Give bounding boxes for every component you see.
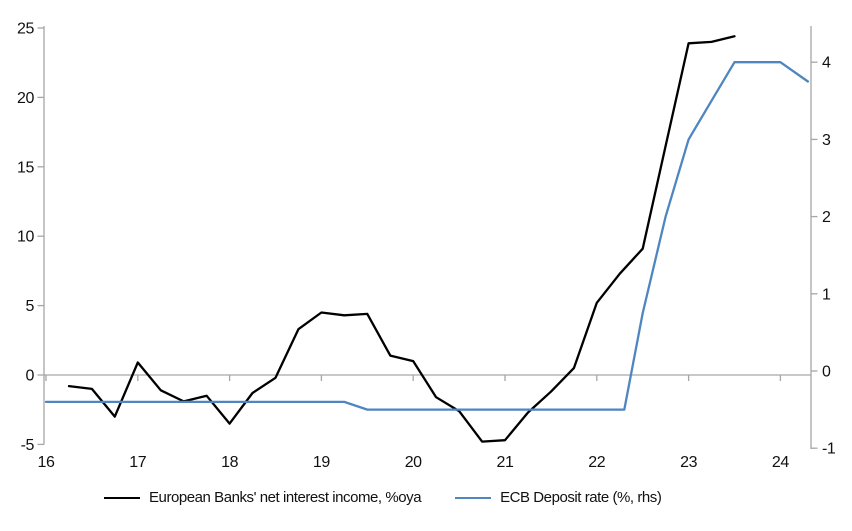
x-tick-label: 21 [497, 454, 514, 471]
left-axis-tick-label: 10 [17, 229, 34, 246]
left-axis-tick-label: 0 [26, 368, 35, 385]
x-tick-label: 20 [405, 454, 422, 471]
legend-swatch-nii [104, 496, 140, 499]
x-tick-label: 24 [772, 454, 789, 471]
legend: European Banks' net interest income, %oy… [104, 489, 824, 506]
right-axis-tick-label: 4 [822, 55, 831, 72]
x-tick-label: 18 [221, 454, 238, 471]
legend-label-nii: European Banks' net interest income, %oy… [149, 489, 422, 506]
x-tick-label: 19 [313, 454, 330, 471]
legend-label-deposit-rate: ECB Deposit rate (%, rhs) [500, 489, 662, 506]
left-axis-tick-label: 5 [26, 298, 35, 315]
x-tick-label: 23 [680, 454, 697, 471]
x-tick-label: 17 [129, 454, 146, 471]
legend-item-nii: European Banks' net interest income, %oy… [104, 489, 422, 506]
left-axis-tick-label: -5 [21, 437, 35, 454]
x-tick-label: 22 [588, 454, 605, 471]
right-axis-tick-label: 0 [822, 364, 831, 381]
x-tick-label: 16 [38, 454, 55, 471]
nii-line [67, 35, 736, 443]
right-axis-tick-label: 2 [822, 209, 831, 226]
left-axis-tick-label: 15 [17, 159, 34, 176]
right-axis-tick-label: 1 [822, 286, 831, 303]
legend-swatch-deposit-rate [455, 496, 492, 499]
right-axis-tick-label: 3 [822, 132, 831, 149]
left-axis-tick-label: 20 [17, 90, 34, 107]
right-axis-tick-label: -1 [822, 441, 836, 458]
left-axis-tick-label: 25 [17, 21, 34, 38]
deposit-rate-line [44, 61, 810, 411]
legend-item-deposit-rate: ECB Deposit rate (%, rhs) [455, 489, 662, 506]
